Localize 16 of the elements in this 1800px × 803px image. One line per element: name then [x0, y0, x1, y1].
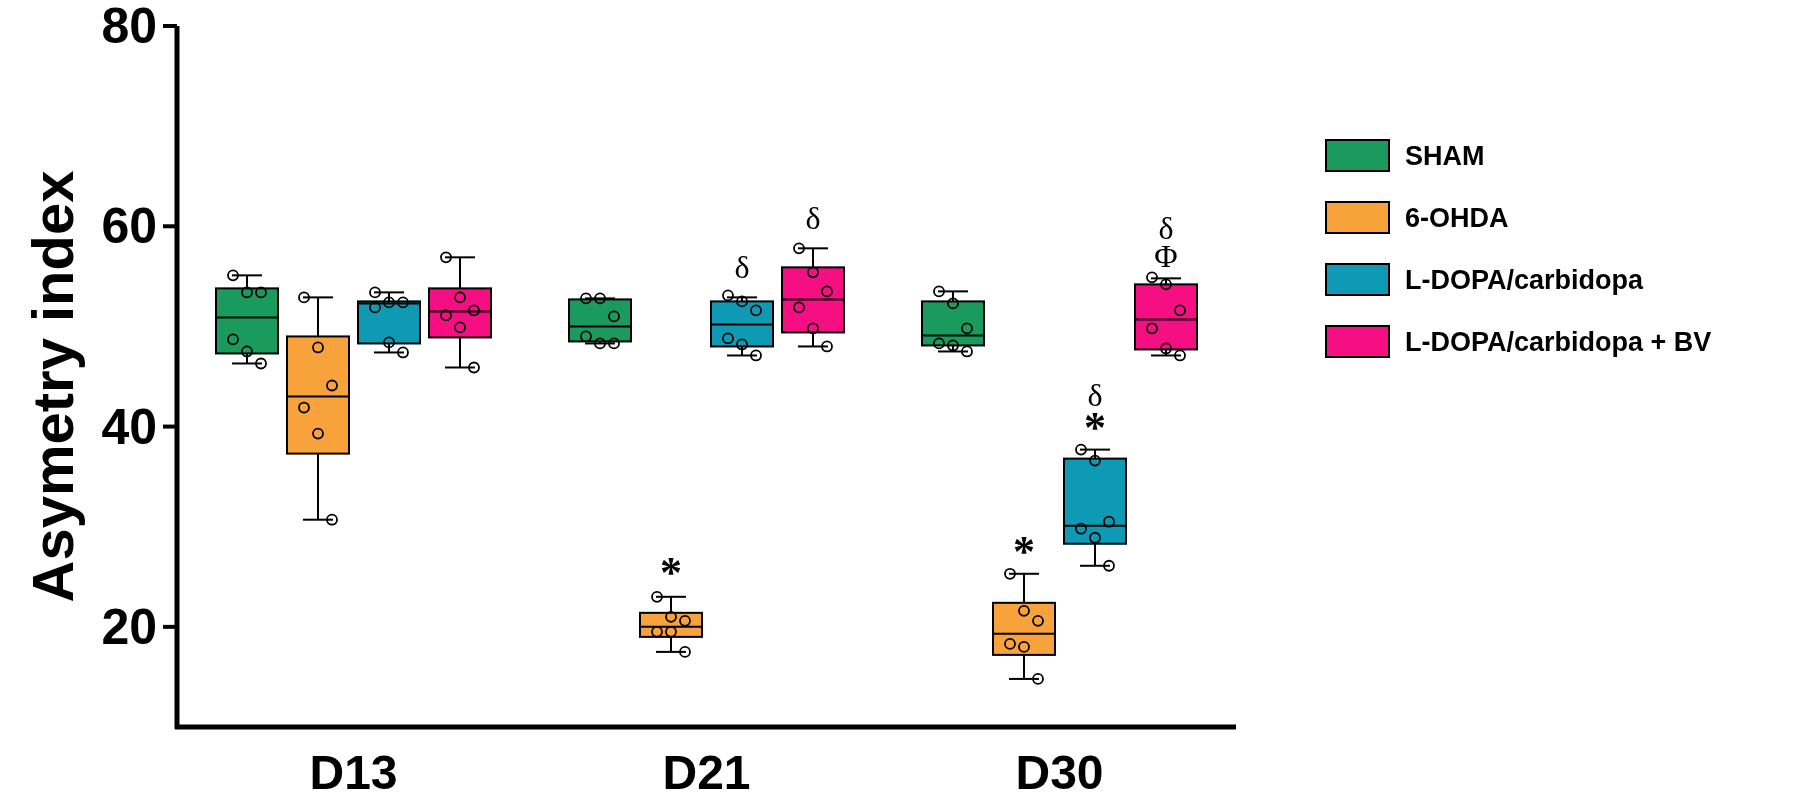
legend-label: 6-OHDA	[1405, 203, 1509, 233]
annotation: *	[660, 548, 682, 598]
annotation: δ	[734, 249, 750, 286]
y-tick-label: 40	[101, 398, 157, 455]
y-tick-label: 80	[101, 0, 157, 54]
y-tick-label: 60	[101, 198, 157, 255]
y-tick-label: 20	[101, 598, 157, 655]
x-tick-label: D30	[1015, 745, 1104, 799]
legend-label: L-DOPA/carbidopa	[1405, 265, 1644, 295]
annotation: *	[1013, 527, 1035, 577]
x-tick-label: D13	[309, 745, 398, 799]
annotation: δ	[805, 200, 821, 237]
x-tick-label: D21	[662, 745, 751, 799]
legend-label: SHAM	[1405, 141, 1485, 171]
legend-label: L-DOPA/carbidopa + BV	[1405, 327, 1712, 357]
y-axis-title: Asymetry index	[19, 170, 85, 603]
